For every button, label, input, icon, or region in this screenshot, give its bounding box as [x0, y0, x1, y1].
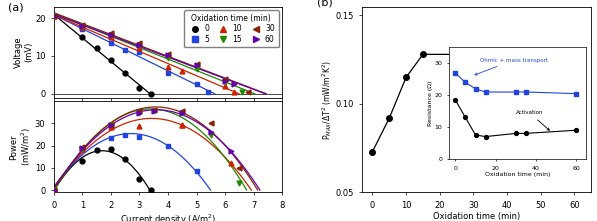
- Text: (a): (a): [8, 2, 24, 12]
- Text: (b): (b): [316, 0, 333, 7]
- Legend: 0, 5, 10, 15, 30, 60: 0, 5, 10, 15, 30, 60: [184, 10, 279, 47]
- Y-axis label: P$_{MAX}$/$\Delta$T$^{2}$ (mW/m$^{2}$K$^{2}$): P$_{MAX}$/$\Delta$T$^{2}$ (mW/m$^{2}$K$^…: [321, 59, 334, 139]
- Y-axis label: Voltage
(mV): Voltage (mV): [14, 36, 33, 68]
- X-axis label: Current density (A/m$^{2}$): Current density (A/m$^{2}$): [120, 212, 216, 221]
- X-axis label: Oxidation time (min): Oxidation time (min): [433, 212, 521, 221]
- Y-axis label: Power
(mW/m$^{2}$): Power (mW/m$^{2}$): [9, 127, 33, 166]
